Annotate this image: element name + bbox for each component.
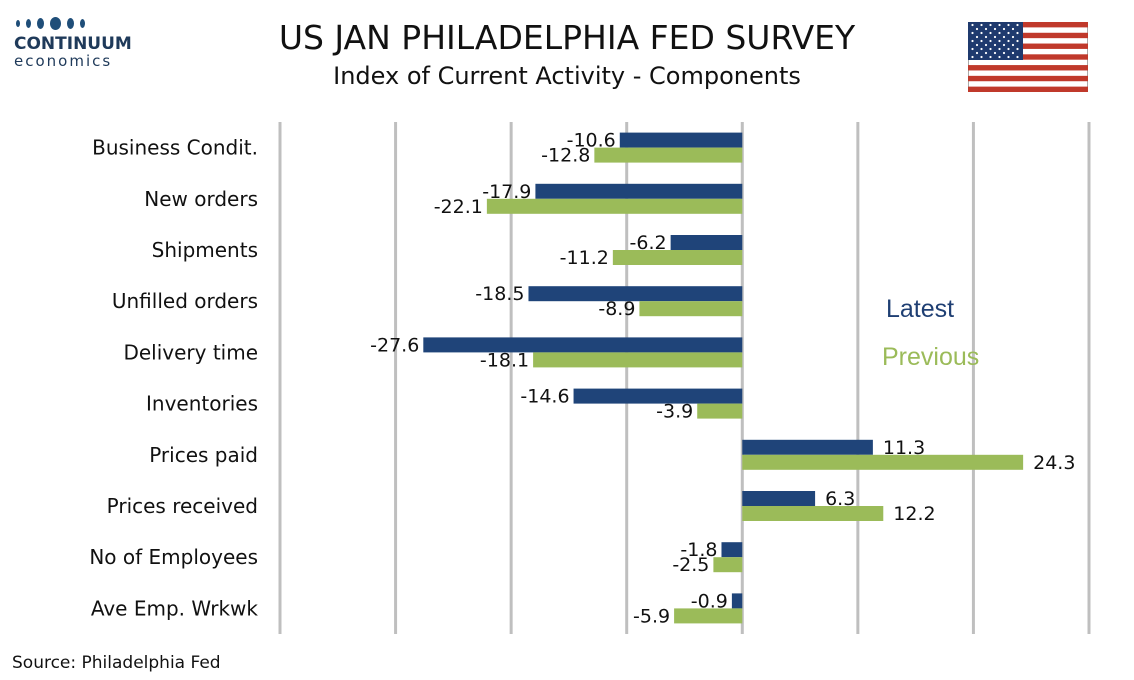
bar-previous (533, 352, 743, 368)
data-label-latest: 11.3 (883, 437, 925, 459)
data-label-previous: -3.9 (656, 401, 693, 423)
category-label: Ave Emp. Wrkwk (91, 596, 259, 620)
bar-previous (612, 250, 743, 265)
bar-previous (486, 198, 743, 214)
data-label-latest: -14.6 (520, 386, 569, 408)
category-label: Delivery time (123, 340, 258, 364)
source-note: Source: Philadelphia Fed (12, 653, 221, 673)
data-label-latest: -1.8 (680, 539, 717, 561)
bar-previous (639, 301, 743, 317)
bar-latest (619, 132, 743, 148)
category-label: Prices received (107, 494, 258, 518)
bar-previous (674, 608, 743, 624)
bar-previous (742, 506, 884, 521)
category-label: Inventories (146, 392, 258, 416)
chart-subtitle: Index of Current Activity - Components (333, 62, 801, 90)
category-label: No of Employees (89, 545, 258, 569)
category-label: Unfilled orders (112, 289, 258, 313)
data-label-latest: -6.2 (630, 232, 667, 254)
data-label-latest: -17.9 (482, 181, 531, 203)
legend-latest: Latest (886, 295, 955, 323)
bar-latest (535, 183, 743, 199)
bar-latest (731, 593, 743, 609)
data-label-previous: -5.9 (633, 605, 670, 627)
bar-latest (423, 337, 743, 353)
bar-previous (594, 147, 743, 163)
bar-latest (528, 286, 743, 302)
data-label-previous: -18.1 (480, 349, 529, 371)
bar-latest (721, 542, 743, 558)
data-label-previous: -12.8 (541, 145, 590, 167)
data-label-latest: 6.3 (825, 488, 855, 510)
legend-previous: Previous (882, 343, 980, 371)
bar-previous (742, 454, 1024, 470)
data-label-previous: 24.3 (1033, 452, 1075, 474)
logo-dots (16, 14, 134, 32)
data-label-previous: -2.5 (672, 554, 709, 576)
bar-latest (573, 388, 743, 404)
data-label-latest: -18.5 (475, 283, 524, 305)
logo-name: CONTINUUM (14, 34, 132, 54)
data-label-previous: 12.2 (893, 503, 935, 525)
data-label-latest: -0.9 (691, 590, 728, 612)
logo: CONTINUUM economics (14, 14, 134, 76)
category-label: Business Condit. (92, 136, 258, 160)
bar-previous (697, 403, 743, 419)
category-label: Prices paid (149, 443, 258, 467)
bar-latest (742, 439, 873, 455)
data-label-latest: -27.6 (370, 334, 419, 356)
logo-sub: economics (14, 52, 113, 70)
bar-latest (742, 491, 816, 506)
data-label-previous: -8.9 (598, 298, 635, 320)
data-label-previous: -22.1 (434, 196, 483, 218)
data-label-previous: -11.2 (560, 247, 609, 269)
data-label-latest: -10.6 (567, 130, 616, 152)
chart-title: US JAN PHILADELPHIA FED SURVEY (278, 18, 856, 57)
bar-previous (713, 557, 743, 573)
bar-latest (670, 235, 743, 250)
category-label: New orders (144, 187, 258, 211)
category-label: Shipments (152, 238, 258, 262)
us-flag-icon (968, 22, 1088, 92)
